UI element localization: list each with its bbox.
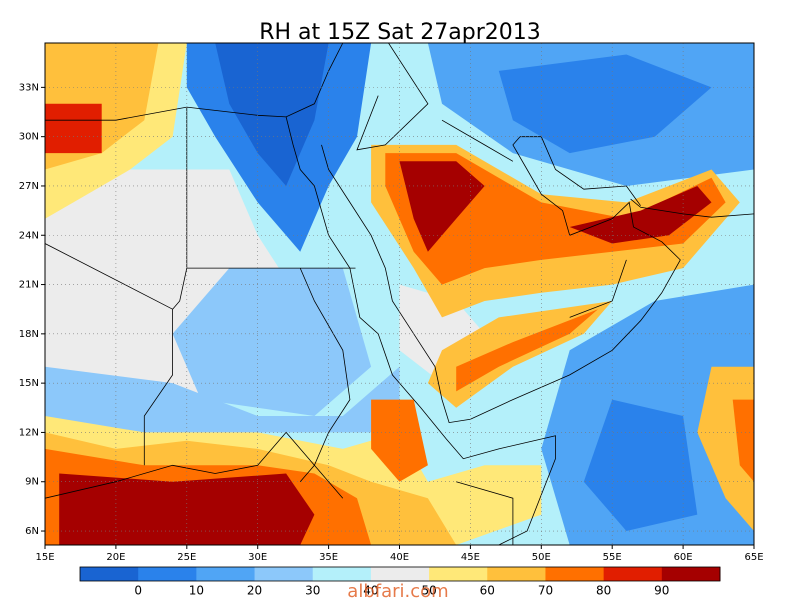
colorbar-label: 20 [247, 584, 262, 598]
lon-tick-label: 65E [744, 552, 763, 563]
lon-tick-label: 50E [532, 552, 551, 563]
lat-tick-label: 27N [19, 181, 39, 192]
lon-tick-label: 45E [461, 552, 480, 563]
coastline [569, 259, 627, 318]
coastline [45, 43, 344, 121]
lon-tick-label: 55E [603, 552, 622, 563]
lat-tick-label: 6N [25, 526, 39, 537]
rh-contour-region [399, 284, 485, 384]
colorbar-box [545, 567, 605, 581]
lat-tick-label: 12N [19, 427, 39, 438]
map-title: RH at 15Z Sat 27apr2013 [259, 20, 541, 45]
colorbar-box [312, 567, 372, 581]
lon-tick-label: 30E [248, 552, 267, 563]
rh-contour-region [399, 161, 485, 252]
colorbar-box [661, 567, 721, 581]
coastline [441, 119, 514, 162]
colorbar-box [370, 567, 430, 581]
colorbar-box [196, 567, 256, 581]
lat-tick-label: 21N [19, 280, 39, 291]
colorbar: 0 10 20 30 40 50 60 70 80 90 [79, 566, 721, 598]
lat-tick-label: 33N [19, 82, 39, 93]
colorbar-box [487, 567, 546, 581]
map-frame [44, 42, 755, 546]
colorbar-box [80, 567, 139, 581]
lat-tick-label: 30N [19, 132, 39, 143]
coastline [285, 116, 556, 545]
colorbar-frame [79, 566, 721, 582]
colorbar-label: 0 [134, 584, 142, 598]
lon-tick-label: 35E [319, 552, 338, 563]
colorbar-label: 50 [421, 584, 436, 598]
colorbar-box [254, 567, 314, 581]
lat-tick-label: 24N [19, 230, 39, 241]
rh-contour-region [215, 43, 329, 186]
rh-contour-region [498, 54, 712, 154]
coastline [45, 431, 344, 499]
colorbar-label: 30 [305, 584, 320, 598]
coastline [356, 43, 429, 151]
lon-tick-label: 60E [674, 552, 693, 563]
lat-tick-label: 18N [19, 329, 39, 340]
coastline [456, 481, 514, 545]
lon-tick-label: 20E [106, 552, 125, 563]
rh-contour-region [456, 309, 598, 392]
colorbar-box [429, 567, 488, 581]
coastline [45, 243, 174, 466]
colorbar-label: 40 [363, 584, 378, 598]
colorbar-box [138, 567, 197, 581]
rh-contour-region [583, 399, 698, 531]
lat-tick-label: 9N [25, 477, 39, 488]
rh-contour-region [45, 103, 102, 154]
rh-field [45, 43, 754, 545]
colorbar-box [603, 567, 663, 581]
rh-contour-region [59, 473, 315, 545]
rh-contour-region [371, 399, 428, 482]
lon-tick-label: 40E [390, 552, 409, 563]
watermark: albfari.com [347, 581, 448, 600]
rh-contour-region [569, 186, 712, 244]
colorbar-label: 80 [596, 584, 611, 598]
colorbar-label: 10 [189, 584, 204, 598]
colorbar-label: 70 [538, 584, 553, 598]
rh-contour-region [172, 268, 372, 416]
colorbar-label: 60 [480, 584, 495, 598]
lon-tick-label: 15E [35, 552, 54, 563]
lon-tick-label: 25E [177, 552, 196, 563]
coastline [630, 198, 754, 218]
grid: 15E 20E 25E 30E 35E 40E 45E 50E 55E 60E 65E 6N 9N 12N… [19, 43, 764, 563]
rh-contour-region [732, 399, 754, 482]
colorbar-label: 90 [654, 584, 669, 598]
lat-tick-label: 15N [19, 378, 39, 389]
coastline [321, 136, 681, 424]
